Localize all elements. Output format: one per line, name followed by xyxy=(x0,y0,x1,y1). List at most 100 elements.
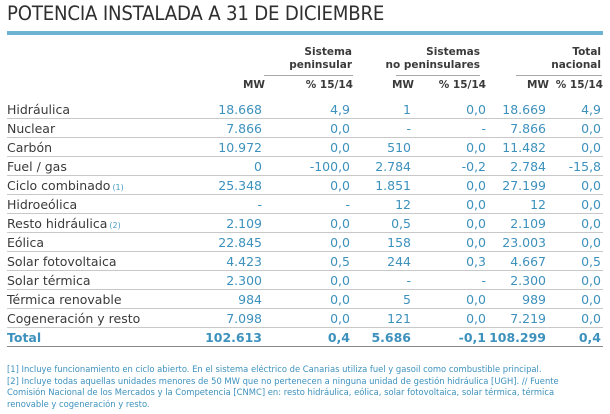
row-label-text: Hidroeólica xyxy=(7,197,78,212)
cell-no-peninsular-pct: 0,0 xyxy=(466,216,486,231)
subheader-mw: MW xyxy=(391,79,414,91)
cell-total-mw: 12 xyxy=(530,197,546,212)
cell-no-peninsular-pct: - xyxy=(481,121,486,136)
footnote-ref: (2) xyxy=(109,221,121,230)
row-label-text: Carbón xyxy=(7,140,53,155)
total-cell-total-pct: 0,4 xyxy=(578,330,601,345)
total-label: Total xyxy=(7,330,42,345)
footnotes: [1] Incluye funcionamiento en ciclo abie… xyxy=(7,364,607,410)
table-row: Cogeneración y resto 7.098 0,0 121 0,0 7.219 0… xyxy=(7,309,603,328)
table-row: Eólica 22.845 0,0 158 0,0 23.003 0,0 xyxy=(7,233,603,252)
cell-no-peninsular-pct: 0,0 xyxy=(466,311,486,326)
cell-peninsular-mw: 2.109 xyxy=(226,216,262,231)
group-header-line1: Sistema xyxy=(304,46,352,58)
cell-no-peninsular-mw: - xyxy=(406,121,411,136)
cell-no-peninsular-pct: 0,0 xyxy=(466,178,486,193)
cell-total-pct: 0,0 xyxy=(581,216,601,231)
data-table: Hidráulica 18.668 4,9 1 0,0 18.669 4,9 Nuclear 7… xyxy=(7,100,603,347)
cell-total-pct: -15,8 xyxy=(568,159,601,174)
cell-peninsular-pct: 0,5 xyxy=(330,254,350,269)
cell-no-peninsular-mw: 12 xyxy=(395,197,411,212)
group-rule xyxy=(516,75,602,76)
cell-no-peninsular-pct: 0,0 xyxy=(466,235,486,250)
row-label: Carbón xyxy=(7,138,52,157)
cell-no-peninsular-pct: 0,3 xyxy=(466,254,486,269)
cell-peninsular-mw: 7.866 xyxy=(226,121,262,136)
total-cell-no-peninsular-mw: 5.686 xyxy=(371,330,411,345)
cell-total-pct: 0,0 xyxy=(581,178,601,193)
table-row: Resto hidráulica (2) 2.109 0,0 0,5 0,0 2.109 0,… xyxy=(7,214,603,233)
cell-peninsular-mw: 25.348 xyxy=(218,178,262,193)
cell-no-peninsular-mw: 5 xyxy=(403,292,411,307)
cell-total-pct: 0,0 xyxy=(581,140,601,155)
row-label-text: Solar fotovoltaica xyxy=(7,254,117,269)
group-rule xyxy=(264,75,353,76)
row-label: Solar térmica xyxy=(7,271,91,290)
row-label-text: Eólica xyxy=(7,235,45,250)
cell-total-pct: 0,5 xyxy=(581,254,601,269)
cell-peninsular-pct: - xyxy=(345,197,350,212)
row-label-text: Hidráulica xyxy=(7,102,71,117)
cell-total-pct: 4,9 xyxy=(581,102,601,117)
cell-no-peninsular-mw: 244 xyxy=(387,254,411,269)
cell-total-mw: 23.003 xyxy=(502,235,546,250)
cell-total-pct: 0,0 xyxy=(581,273,601,288)
cell-no-peninsular-pct: 0,0 xyxy=(466,102,486,117)
subheader-pct: % 15/14 xyxy=(438,79,486,91)
cell-total-mw: 18.669 xyxy=(502,102,546,117)
page-title: POTENCIA INSTALADA A 31 DE DICIEMBRE xyxy=(7,2,385,25)
cell-total-mw: 2.784 xyxy=(510,159,546,174)
cell-no-peninsular-mw: 2.784 xyxy=(375,159,411,174)
cell-peninsular-pct: 0,0 xyxy=(330,235,350,250)
row-label-text: Solar térmica xyxy=(7,273,91,288)
group-rule xyxy=(396,75,480,76)
group-header-line2: nacional xyxy=(551,59,601,71)
total-row: Total 102.613 0,4 5.686 -0,1 108.299 0,4 xyxy=(7,328,603,347)
subheader-mw: MW xyxy=(526,79,549,91)
cell-no-peninsular-mw: 1.851 xyxy=(375,178,411,193)
cell-no-peninsular-mw: 121 xyxy=(387,311,411,326)
cell-no-peninsular-pct: - xyxy=(481,273,486,288)
cell-peninsular-pct: 4,9 xyxy=(330,102,350,117)
cell-no-peninsular-mw: 510 xyxy=(387,140,411,155)
group-header-line2: peninsular xyxy=(289,59,352,71)
row-label-text: Cogeneración y resto xyxy=(7,311,141,326)
row-label: Resto hidráulica (2) xyxy=(7,214,121,235)
cell-peninsular-mw: - xyxy=(257,197,262,212)
cell-total-mw: 7.866 xyxy=(510,121,546,136)
row-label: Solar fotovoltaica xyxy=(7,252,117,271)
cell-peninsular-pct: 0,0 xyxy=(330,178,350,193)
cell-peninsular-pct: 0,0 xyxy=(330,311,350,326)
total-cell-peninsular-pct: 0,4 xyxy=(327,330,350,345)
row-label: Fuel / gas xyxy=(7,157,67,176)
cell-peninsular-mw: 0 xyxy=(254,159,262,174)
cell-peninsular-pct: 0,0 xyxy=(330,140,350,155)
row-label: Hidráulica xyxy=(7,100,70,119)
cell-peninsular-mw: 10.972 xyxy=(218,140,262,155)
cell-no-peninsular-pct: 0,0 xyxy=(466,140,486,155)
row-label-text: Ciclo combinado xyxy=(7,178,111,193)
cell-no-peninsular-pct: 0,0 xyxy=(466,197,486,212)
group-header-peninsular: Sistema peninsular xyxy=(200,46,352,72)
cell-total-mw: 989 xyxy=(522,292,546,307)
cell-peninsular-mw: 18.668 xyxy=(218,102,262,117)
total-cell-no-peninsular-pct: -0,1 xyxy=(458,330,486,345)
cell-peninsular-pct: 0,0 xyxy=(330,216,350,231)
footnote-line: Comisión Nacional de los Mercados y la C… xyxy=(7,387,555,398)
cell-no-peninsular-mw: 1 xyxy=(403,102,411,117)
cell-total-pct: 0,0 xyxy=(581,235,601,250)
cell-peninsular-pct: 0,0 xyxy=(330,121,350,136)
footnote-ref: (1) xyxy=(112,183,124,192)
footnote-line: [2] Incluye todas aquellas unidades meno… xyxy=(7,375,559,386)
table-row: Ciclo combinado (1) 25.348 0,0 1.851 0,0 27.19… xyxy=(7,176,603,195)
row-label: Eólica xyxy=(7,233,44,252)
subheader-pct: % 15/14 xyxy=(305,79,353,91)
group-header-total-nacional: Total nacional xyxy=(450,46,601,72)
cell-total-pct: 0,0 xyxy=(581,311,601,326)
footnote-line: [1] Incluye funcionamiento en ciclo abie… xyxy=(7,364,542,374)
row-label: Cogeneración y resto xyxy=(7,309,140,328)
cell-total-pct: 0,0 xyxy=(581,197,601,212)
table-row: Solar térmica 2.300 0,0 - - 2.300 0,0 xyxy=(7,271,603,290)
cell-no-peninsular-mw: - xyxy=(406,273,411,288)
cell-no-peninsular-pct: 0,0 xyxy=(466,292,486,307)
